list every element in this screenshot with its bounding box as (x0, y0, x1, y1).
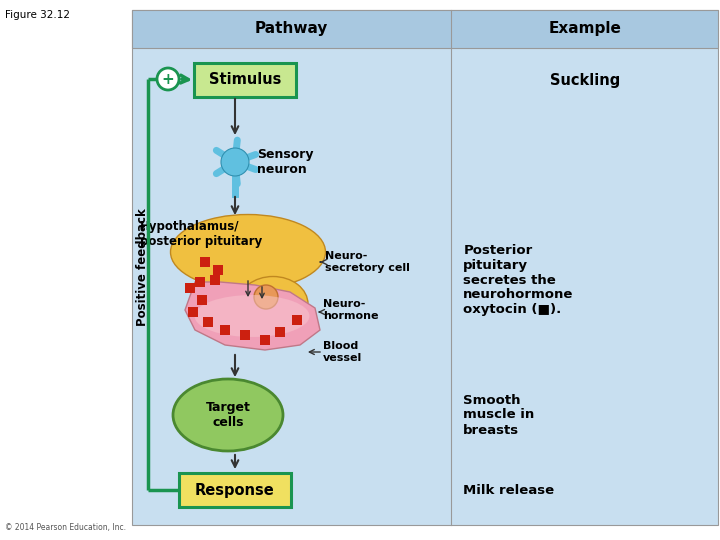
Circle shape (254, 285, 278, 309)
Text: Smooth
muscle in
breasts: Smooth muscle in breasts (464, 394, 535, 436)
Text: Blood
vessel: Blood vessel (323, 341, 362, 363)
FancyBboxPatch shape (194, 63, 296, 97)
Ellipse shape (238, 276, 308, 332)
Bar (132, 10, 718, 525)
Text: Suckling: Suckling (549, 72, 620, 87)
Text: Neuro-
hormone: Neuro- hormone (323, 299, 379, 321)
Text: Hypothalamus/
posterior pituitary: Hypothalamus/ posterior pituitary (140, 220, 262, 248)
Text: Response: Response (195, 483, 275, 497)
Text: Positive feedback: Positive feedback (135, 208, 148, 326)
Text: © 2014 Pearson Education, Inc.: © 2014 Pearson Education, Inc. (5, 523, 126, 532)
Bar (200, 257, 210, 267)
Text: Example: Example (548, 22, 621, 37)
Bar (195, 277, 205, 287)
Ellipse shape (171, 214, 325, 289)
Text: +: + (161, 71, 174, 86)
Bar (275, 327, 285, 337)
Bar (260, 335, 270, 345)
Text: Stimulus: Stimulus (209, 72, 282, 87)
Text: Figure 32.12: Figure 32.12 (5, 10, 70, 20)
Polygon shape (185, 282, 320, 350)
Bar (210, 275, 220, 285)
Bar (213, 265, 223, 275)
Text: Pathway: Pathway (255, 22, 328, 37)
Bar (203, 317, 213, 327)
Text: Posterior
pituitary
secretes the
neurohormone
oxytocin (■).: Posterior pituitary secretes the neuroho… (464, 244, 574, 316)
Bar (188, 307, 198, 317)
Text: Milk release: Milk release (464, 483, 554, 496)
Ellipse shape (194, 295, 310, 337)
Ellipse shape (173, 379, 283, 451)
Bar (220, 325, 230, 335)
Bar (292, 315, 302, 325)
Bar (185, 283, 195, 293)
Bar (197, 295, 207, 305)
Text: Target
cells: Target cells (206, 401, 251, 429)
Text: Neuro-
secretory cell: Neuro- secretory cell (325, 251, 410, 273)
Text: Sensory
neuron: Sensory neuron (257, 148, 313, 176)
FancyBboxPatch shape (179, 473, 291, 507)
Bar (240, 330, 250, 340)
Bar (132, 10, 718, 48)
Circle shape (157, 68, 179, 90)
Circle shape (221, 148, 249, 176)
